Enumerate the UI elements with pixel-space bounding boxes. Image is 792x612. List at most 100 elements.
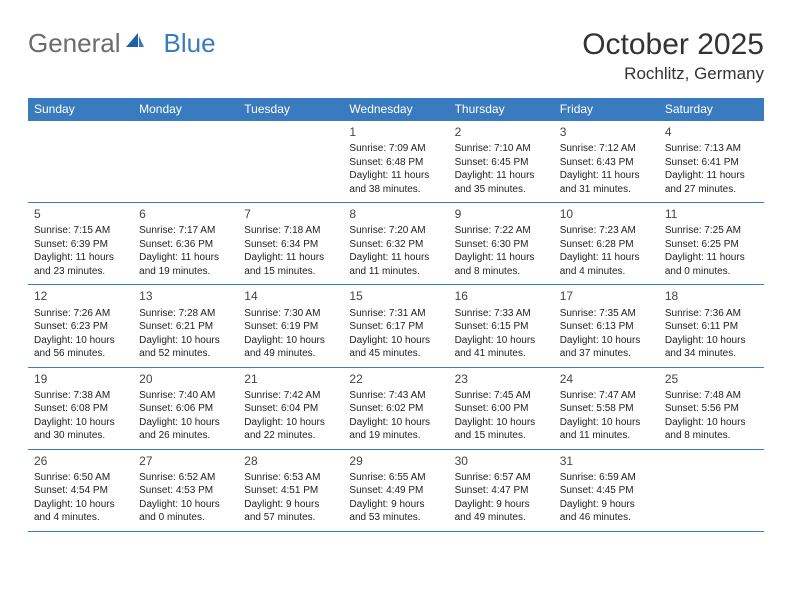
calendar-table: SundayMondayTuesdayWednesdayThursdayFrid… xyxy=(28,98,764,532)
calendar-day: 10Sunrise: 7:23 AMSunset: 6:28 PMDayligh… xyxy=(554,203,659,285)
calendar-week: 19Sunrise: 7:38 AMSunset: 6:08 PMDayligh… xyxy=(28,367,764,449)
day-number: 10 xyxy=(560,206,653,222)
daylight-text: Daylight: 10 hours and 41 minutes. xyxy=(455,334,548,361)
daylight-text: Daylight: 9 hours and 53 minutes. xyxy=(349,498,442,525)
day-number: 16 xyxy=(455,288,548,304)
sunset-text: Sunset: 4:49 PM xyxy=(349,484,442,498)
daylight-text: Daylight: 10 hours and 15 minutes. xyxy=(455,416,548,443)
sunset-text: Sunset: 4:53 PM xyxy=(139,484,232,498)
day-number: 21 xyxy=(244,371,337,387)
sunset-text: Sunset: 4:45 PM xyxy=(560,484,653,498)
sunset-text: Sunset: 6:11 PM xyxy=(665,320,758,334)
calendar-day: 24Sunrise: 7:47 AMSunset: 5:58 PMDayligh… xyxy=(554,367,659,449)
calendar-day: 31Sunrise: 6:59 AMSunset: 4:45 PMDayligh… xyxy=(554,449,659,531)
day-number: 13 xyxy=(139,288,232,304)
sunrise-text: Sunrise: 7:48 AM xyxy=(665,389,758,403)
daylight-text: Daylight: 11 hours and 0 minutes. xyxy=(665,251,758,278)
sunrise-text: Sunrise: 7:13 AM xyxy=(665,142,758,156)
sunset-text: Sunset: 6:19 PM xyxy=(244,320,337,334)
calendar-day: 29Sunrise: 6:55 AMSunset: 4:49 PMDayligh… xyxy=(343,449,448,531)
day-number: 4 xyxy=(665,124,758,140)
day-number: 20 xyxy=(139,371,232,387)
calendar-day: 12Sunrise: 7:26 AMSunset: 6:23 PMDayligh… xyxy=(28,285,133,367)
weekday-header: Tuesday xyxy=(238,98,343,121)
daylight-text: Daylight: 11 hours and 11 minutes. xyxy=(349,251,442,278)
daylight-text: Daylight: 11 hours and 4 minutes. xyxy=(560,251,653,278)
daylight-text: Daylight: 9 hours and 46 minutes. xyxy=(560,498,653,525)
calendar-day: 2Sunrise: 7:10 AMSunset: 6:45 PMDaylight… xyxy=(449,121,554,203)
weekday-header: Sunday xyxy=(28,98,133,121)
calendar-day: 5Sunrise: 7:15 AMSunset: 6:39 PMDaylight… xyxy=(28,203,133,285)
sunset-text: Sunset: 6:21 PM xyxy=(139,320,232,334)
sunrise-text: Sunrise: 7:47 AM xyxy=(560,389,653,403)
sunrise-text: Sunrise: 7:35 AM xyxy=(560,307,653,321)
daylight-text: Daylight: 10 hours and 19 minutes. xyxy=(349,416,442,443)
day-number: 15 xyxy=(349,288,442,304)
calendar-day: 27Sunrise: 6:52 AMSunset: 4:53 PMDayligh… xyxy=(133,449,238,531)
calendar-day: 19Sunrise: 7:38 AMSunset: 6:08 PMDayligh… xyxy=(28,367,133,449)
calendar-day: 1Sunrise: 7:09 AMSunset: 6:48 PMDaylight… xyxy=(343,121,448,203)
sunrise-text: Sunrise: 7:18 AM xyxy=(244,224,337,238)
daylight-text: Daylight: 10 hours and 0 minutes. xyxy=(139,498,232,525)
calendar-day: 30Sunrise: 6:57 AMSunset: 4:47 PMDayligh… xyxy=(449,449,554,531)
sunset-text: Sunset: 6:39 PM xyxy=(34,238,127,252)
sunset-text: Sunset: 6:41 PM xyxy=(665,156,758,170)
day-number: 30 xyxy=(455,453,548,469)
sunset-text: Sunset: 6:04 PM xyxy=(244,402,337,416)
sunset-text: Sunset: 6:43 PM xyxy=(560,156,653,170)
sunrise-text: Sunrise: 6:53 AM xyxy=(244,471,337,485)
calendar-head: SundayMondayTuesdayWednesdayThursdayFrid… xyxy=(28,98,764,121)
sunrise-text: Sunrise: 7:30 AM xyxy=(244,307,337,321)
daylight-text: Daylight: 11 hours and 23 minutes. xyxy=(34,251,127,278)
sunrise-text: Sunrise: 7:23 AM xyxy=(560,224,653,238)
daylight-text: Daylight: 10 hours and 52 minutes. xyxy=(139,334,232,361)
sunrise-text: Sunrise: 6:57 AM xyxy=(455,471,548,485)
calendar-day: 11Sunrise: 7:25 AMSunset: 6:25 PMDayligh… xyxy=(659,203,764,285)
sunrise-text: Sunrise: 7:22 AM xyxy=(455,224,548,238)
calendar-day-empty xyxy=(133,121,238,203)
calendar-day: 4Sunrise: 7:13 AMSunset: 6:41 PMDaylight… xyxy=(659,121,764,203)
sunset-text: Sunset: 6:36 PM xyxy=(139,238,232,252)
sunset-text: Sunset: 6:23 PM xyxy=(34,320,127,334)
sunset-text: Sunset: 6:02 PM xyxy=(349,402,442,416)
sunrise-text: Sunrise: 6:55 AM xyxy=(349,471,442,485)
day-number: 31 xyxy=(560,453,653,469)
calendar-day: 6Sunrise: 7:17 AMSunset: 6:36 PMDaylight… xyxy=(133,203,238,285)
daylight-text: Daylight: 11 hours and 35 minutes. xyxy=(455,169,548,196)
sunrise-text: Sunrise: 7:33 AM xyxy=(455,307,548,321)
day-number: 25 xyxy=(665,371,758,387)
sunrise-text: Sunrise: 7:15 AM xyxy=(34,224,127,238)
daylight-text: Daylight: 10 hours and 34 minutes. xyxy=(665,334,758,361)
day-number: 18 xyxy=(665,288,758,304)
sunset-text: Sunset: 4:51 PM xyxy=(244,484,337,498)
day-number: 3 xyxy=(560,124,653,140)
daylight-text: Daylight: 10 hours and 26 minutes. xyxy=(139,416,232,443)
calendar-day-empty xyxy=(238,121,343,203)
calendar-week: 12Sunrise: 7:26 AMSunset: 6:23 PMDayligh… xyxy=(28,285,764,367)
calendar-day: 25Sunrise: 7:48 AMSunset: 5:56 PMDayligh… xyxy=(659,367,764,449)
sunset-text: Sunset: 4:47 PM xyxy=(455,484,548,498)
sunrise-text: Sunrise: 7:26 AM xyxy=(34,307,127,321)
daylight-text: Daylight: 11 hours and 31 minutes. xyxy=(560,169,653,196)
sunrise-text: Sunrise: 6:52 AM xyxy=(139,471,232,485)
weekday-header: Thursday xyxy=(449,98,554,121)
day-number: 26 xyxy=(34,453,127,469)
weekday-header: Friday xyxy=(554,98,659,121)
calendar-day: 26Sunrise: 6:50 AMSunset: 4:54 PMDayligh… xyxy=(28,449,133,531)
calendar-day: 15Sunrise: 7:31 AMSunset: 6:17 PMDayligh… xyxy=(343,285,448,367)
weekday-header: Wednesday xyxy=(343,98,448,121)
calendar-page: General Blue October 2025 Rochlitz, Germ… xyxy=(0,0,792,548)
sunrise-text: Sunrise: 7:25 AM xyxy=(665,224,758,238)
sunset-text: Sunset: 6:13 PM xyxy=(560,320,653,334)
sunset-text: Sunset: 6:25 PM xyxy=(665,238,758,252)
sunset-text: Sunset: 6:45 PM xyxy=(455,156,548,170)
day-number: 23 xyxy=(455,371,548,387)
calendar-day: 16Sunrise: 7:33 AMSunset: 6:15 PMDayligh… xyxy=(449,285,554,367)
day-number: 22 xyxy=(349,371,442,387)
calendar-day: 17Sunrise: 7:35 AMSunset: 6:13 PMDayligh… xyxy=(554,285,659,367)
sunset-text: Sunset: 4:54 PM xyxy=(34,484,127,498)
day-number: 2 xyxy=(455,124,548,140)
sunrise-text: Sunrise: 7:31 AM xyxy=(349,307,442,321)
calendar-day: 13Sunrise: 7:28 AMSunset: 6:21 PMDayligh… xyxy=(133,285,238,367)
sunset-text: Sunset: 6:48 PM xyxy=(349,156,442,170)
